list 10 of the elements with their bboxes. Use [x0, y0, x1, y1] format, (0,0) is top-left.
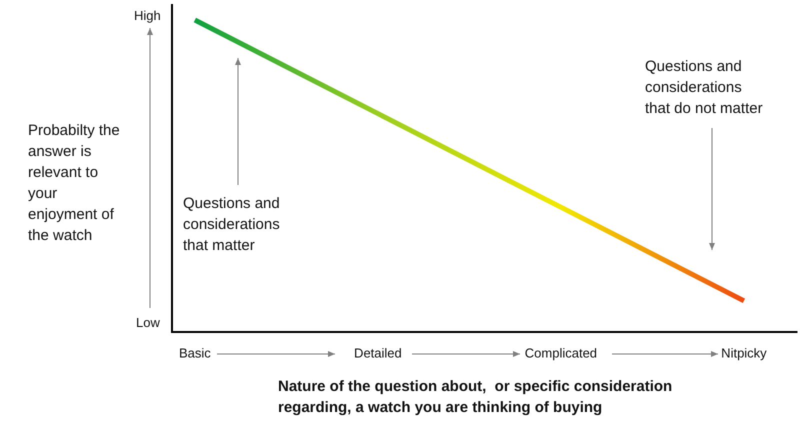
x-tick-label: Nitpicky: [721, 345, 768, 360]
text: Low: [136, 314, 160, 332]
text: High: [134, 7, 161, 25]
annotation: Questions and considerations that matter: [183, 194, 281, 256]
y-axis-title: Probabilty the answer is relevant to your enjoyment of the watch: [28, 121, 121, 246]
x-tick-label: Basic: [178, 345, 212, 360]
x-tick-label: Complicated: [524, 345, 598, 360]
annotation: Questions and considerations that do not matter: [645, 57, 764, 119]
x-tick-label: Detailed: [354, 345, 402, 360]
x-axis-title: Nature of the question about, or specific consideration regarding, a watch you are thinking of buying: [278, 377, 674, 418]
